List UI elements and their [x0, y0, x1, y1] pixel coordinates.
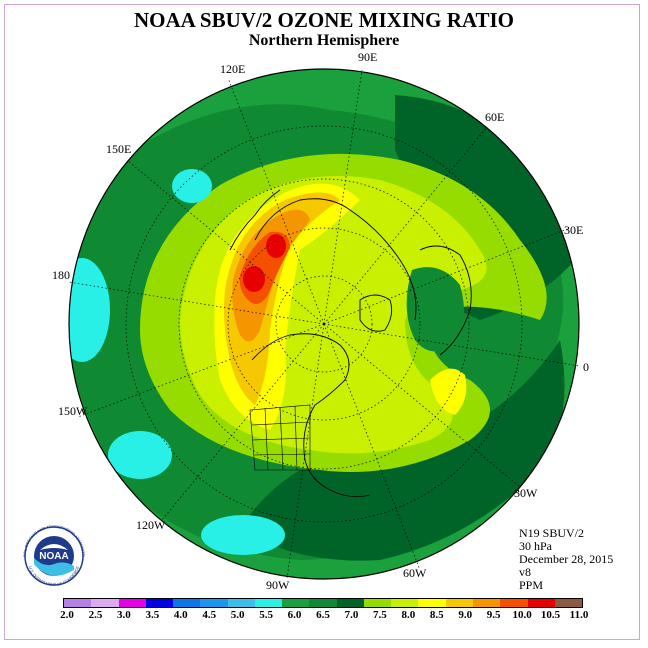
color-scale-tick-label: 2.0: [60, 609, 74, 621]
color-scale-tick-label: 9.0: [458, 609, 473, 621]
logo-text: NOAA: [39, 551, 68, 562]
color-scale-tick-label: 6.0: [287, 609, 302, 621]
color-scale-segment: [254, 599, 283, 607]
band-5-5-180: [69, 258, 110, 362]
color-scale-segment: [336, 599, 364, 607]
color-scale-segment: [472, 599, 501, 607]
color-scale-segment: [118, 599, 146, 607]
lon-label-30e: 30E: [564, 223, 584, 237]
color-scale-tick-label: 4.5: [202, 609, 217, 621]
lon-label-120e: 120E: [220, 62, 246, 76]
color-scale-tick-label: 4.0: [173, 609, 188, 621]
instrument-label: N19 SBUV/2: [519, 526, 585, 540]
lon-label-120w: 120W: [136, 518, 166, 532]
date-label: December 28, 2015: [519, 552, 614, 566]
color-scale-tick-label: 5.0: [230, 609, 245, 621]
color-scale-tick-label: 3.0: [117, 609, 131, 621]
color-scale-tick-label: 2.5: [88, 609, 103, 621]
color-scale-bar: [63, 598, 583, 608]
lon-label-60w: 60W: [403, 566, 427, 580]
color-scale-segment: [445, 599, 473, 607]
lon-label-180: 180: [52, 268, 70, 282]
graticule: [68, 69, 580, 579]
color-scale-tick-label: 10.0: [512, 609, 532, 621]
color-scale-segment: [363, 599, 392, 607]
lon-label-0: 0: [583, 360, 589, 374]
greenland-coast: [359, 294, 393, 332]
color-scale-tick-label: 10.5: [540, 609, 561, 621]
color-scale-segment: [145, 599, 174, 607]
north-america-coast: [251, 333, 371, 498]
page-frame: [4, 4, 640, 640]
kamchatka-coast: [229, 189, 281, 251]
info-block: N19 SBUV/2 30 hPa December 28, 2015 v8 P…: [519, 527, 613, 592]
lon-label-90w: 90W: [266, 578, 290, 592]
color-scale-tick-label: 11.0: [569, 609, 589, 621]
color-scale-tick-label: 3.5: [145, 609, 160, 621]
color-scale-segment: [282, 599, 310, 607]
color-scale-segment: [227, 599, 255, 607]
band-6-5-europe: [406, 267, 464, 352]
siberia-coast: [254, 198, 417, 321]
band-8-5-atlantic: [430, 368, 467, 415]
europe-coast: [419, 245, 472, 356]
ozone-contour-field: [69, 69, 579, 579]
band-5-5-120w: [201, 515, 285, 555]
color-scale-tick-label: 5.5: [259, 609, 273, 621]
color-scale-tick-label: 9.5: [486, 609, 501, 621]
lon-label-150e: 150E: [106, 142, 132, 156]
coastlines: [229, 189, 472, 498]
color-scale-segment: [173, 599, 201, 607]
state-boundaries: [249, 404, 311, 471]
color-scale-tick-label: 6.5: [316, 609, 330, 621]
color-scale-tick-label: 7.5: [373, 609, 387, 621]
lon-label-150w: 150W: [58, 404, 88, 418]
color-scale-segment: [391, 599, 419, 607]
lon-label-30w: 30W: [514, 486, 538, 500]
color-scale-segment: [200, 599, 228, 607]
noaa-logo: NOAA NATIONAL OCEANIC AND ATMOSPHERIC AD…: [18, 524, 86, 586]
color-scale-segment: [554, 599, 583, 607]
color-scale-segment: [500, 599, 528, 607]
color-scale-tick-label: 8.5: [429, 609, 444, 621]
color-scale-segment: [527, 599, 555, 607]
color-scale-segment: [91, 599, 119, 607]
color-scale-labels: 2.0 2.5 3.0 3.5 4.0 4.5 5.0 5.5 6.0 6.5 7.0 7.5 8.0 8…: [0, 609, 648, 625]
map-boundary: [68, 68, 580, 580]
band-5-5-150w: [108, 431, 172, 479]
map-title: NOAA SBUV/2 OZONE MIXING RATIO: [134, 8, 514, 32]
band-10-5-south: [243, 266, 265, 292]
color-scale-tick-label: 7.0: [344, 609, 359, 621]
color-scale-segment: [309, 599, 337, 607]
units-label: PPM: [519, 578, 544, 592]
map-subtitle: Northern Hemisphere: [248, 32, 400, 49]
pressure-level-label: 30 hPa: [519, 539, 552, 553]
band-5-5-150e: [172, 169, 212, 203]
lon-label-60e: 60E: [485, 110, 505, 124]
color-scale-segment: [64, 599, 92, 607]
lon-label-90e: 90E: [358, 50, 378, 64]
color-scale-segment: [418, 599, 446, 607]
color-scale-tick-label: 8.0: [401, 609, 416, 621]
band-10-5-north: [266, 234, 286, 258]
version-label: v8: [519, 565, 531, 579]
band-7-0-s: [240, 340, 565, 561]
